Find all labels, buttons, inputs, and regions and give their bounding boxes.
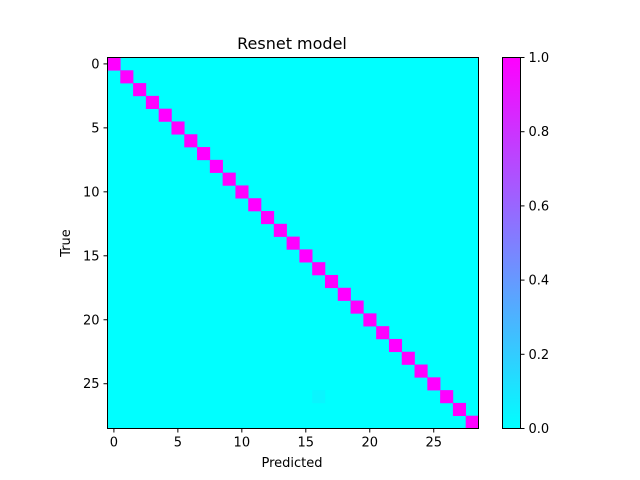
colorbar-tick-label: 0.2 <box>529 348 550 363</box>
heatmap-cell-diagonal <box>273 223 287 237</box>
colorbar-tick-label: 0.4 <box>529 274 550 289</box>
heatmap-cell-diagonal <box>440 390 454 404</box>
x-tick-label: 25 <box>425 436 442 451</box>
y-tick-label: 20 <box>83 313 100 328</box>
y-tick-label: 5 <box>91 121 99 136</box>
y-tick-label: 25 <box>83 377 100 392</box>
heatmap-frame <box>107 57 479 429</box>
heatmap-cell-diagonal <box>145 95 159 109</box>
heatmap-cell-diagonal <box>363 313 377 327</box>
heatmap-cell-diagonal <box>401 351 415 365</box>
x-tick-label: 0 <box>110 436 118 451</box>
heatmap-cell-diagonal <box>299 249 313 263</box>
heatmap-cell-diagonal <box>452 402 467 417</box>
heatmap-cell-diagonal <box>184 134 198 148</box>
heatmap-cell-diagonal <box>133 83 147 97</box>
heatmap-cell-diagonal <box>222 172 236 186</box>
heatmap-cell-diagonal <box>120 70 134 84</box>
colorbar-tick-label: 0.0 <box>529 422 550 437</box>
colorbar-tick-label: 0.8 <box>529 125 550 140</box>
colorbar-tick-label: 0.6 <box>529 199 550 214</box>
heatmap-cell-diagonal <box>107 57 121 71</box>
heatmap-cell-diagonal <box>388 338 403 353</box>
heatmap-cell-diagonal <box>312 262 326 276</box>
x-axis-label: Predicted <box>261 456 322 471</box>
y-axis-ticks: 0 5 10 15 20 25 <box>83 57 108 392</box>
x-tick-label: 10 <box>234 436 251 451</box>
x-tick-label: 20 <box>361 436 378 451</box>
heatmap-cell-diagonal <box>286 236 300 250</box>
heatmap-cell-diagonal <box>337 287 351 301</box>
heatmap-cell-diagonal <box>350 300 364 314</box>
heatmap-cell-offdiagonal <box>312 390 326 404</box>
y-tick-label: 10 <box>83 185 100 200</box>
heatmap-cell-diagonal <box>209 159 223 173</box>
heatmap-cell-diagonal <box>171 121 185 135</box>
heatmap-cell-diagonal <box>414 364 428 378</box>
heatmap-cell-diagonal <box>261 211 275 225</box>
x-tick-label: 15 <box>298 436 315 451</box>
x-tick-label: 5 <box>174 436 182 451</box>
heatmap-cell-diagonal <box>197 147 211 161</box>
colorbar-ticks: 0.0 0.2 0.4 0.6 0.8 1.0 <box>520 51 550 437</box>
x-axis-ticks: 0 5 10 15 20 25 <box>110 428 442 451</box>
heatmap-cell-diagonal <box>324 274 339 289</box>
heatmap-cell-diagonal <box>376 326 390 340</box>
heatmap-cell-diagonal <box>427 377 441 391</box>
y-tick-label: 15 <box>83 249 100 264</box>
heatmap-cells <box>107 57 479 429</box>
colorbar <box>502 57 521 429</box>
y-axis-label: True <box>59 229 74 258</box>
chart-title: Resnet model <box>237 34 347 53</box>
heatmap-cell-diagonal <box>465 415 479 429</box>
heatmap-cell-diagonal <box>235 185 249 199</box>
y-tick-label: 0 <box>91 57 99 72</box>
heatmap-cell-diagonal <box>248 198 262 212</box>
heatmap-cell-diagonal <box>158 108 172 122</box>
colorbar-tick-label: 1.0 <box>529 51 550 66</box>
